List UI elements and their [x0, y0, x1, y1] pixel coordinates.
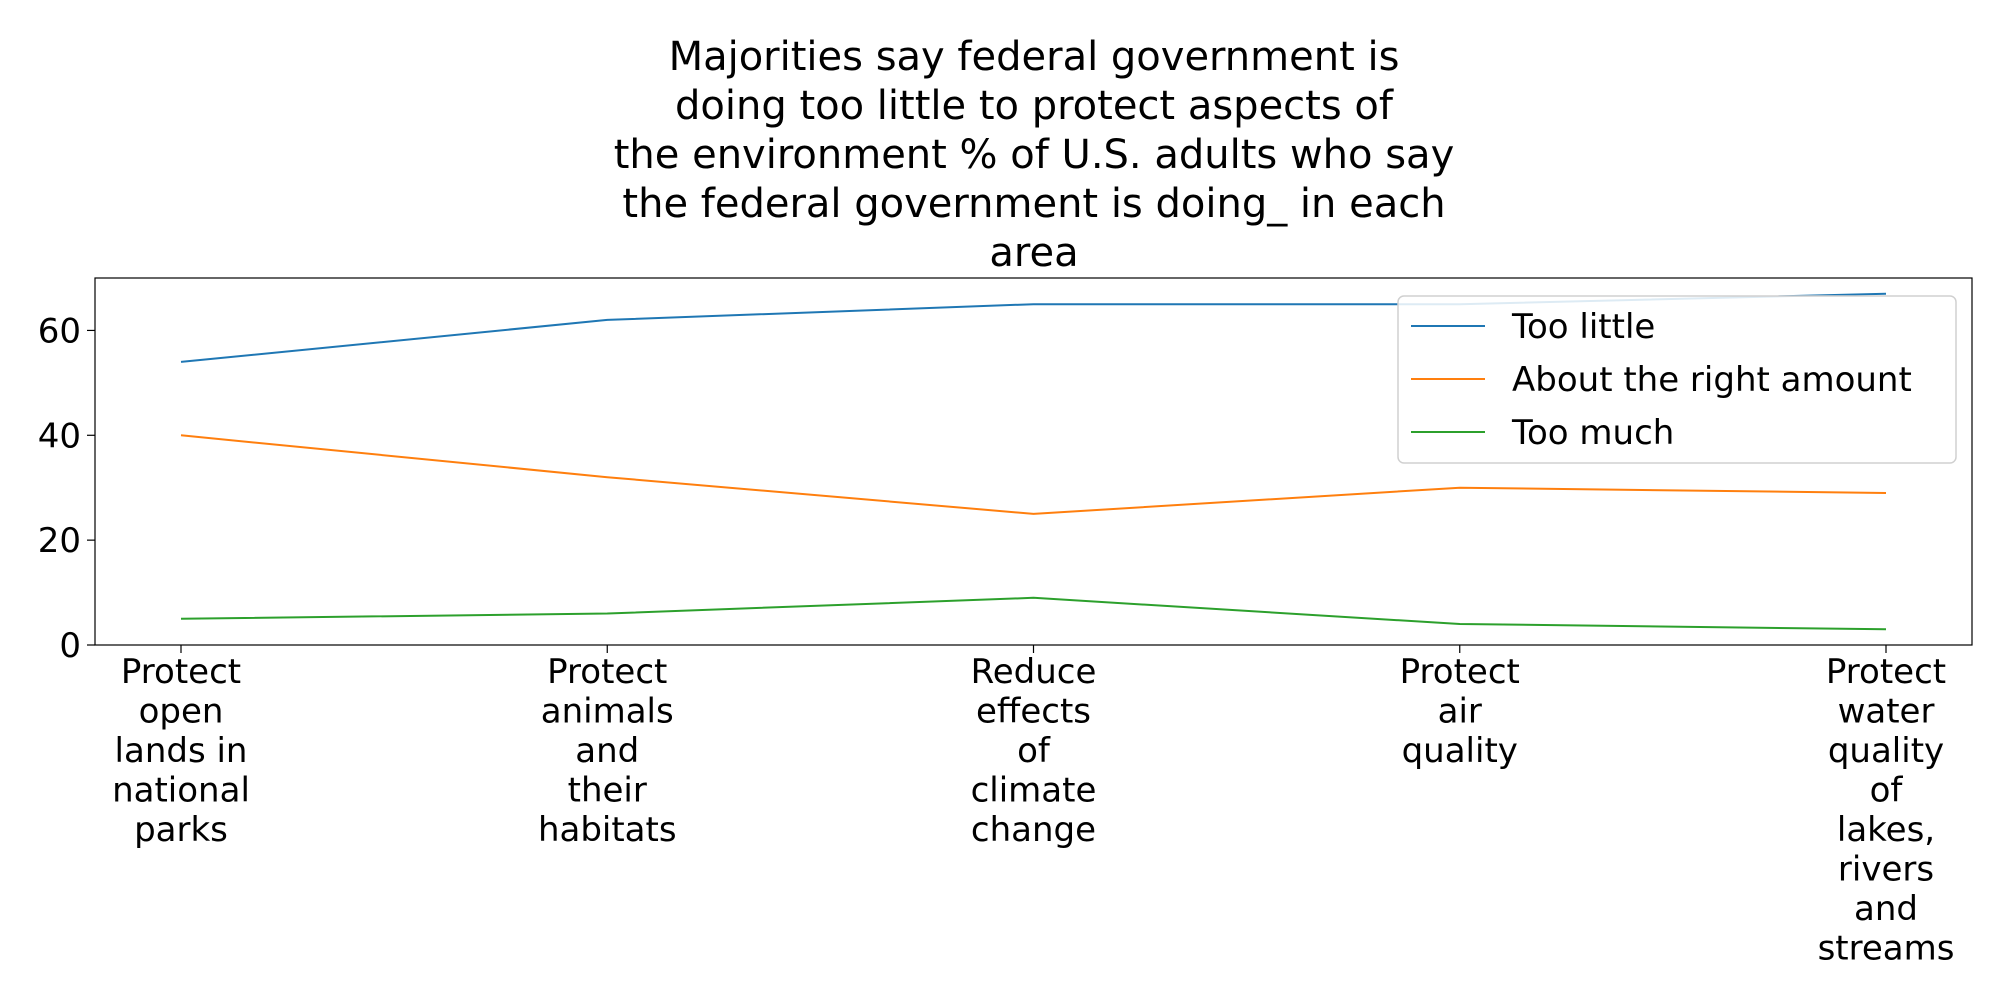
y-tick-label: 60 [38, 311, 81, 351]
chart-title: Majorities say federal government isdoin… [614, 34, 1455, 276]
legend-label: Too little [1511, 307, 1655, 347]
chart-title-line: area [989, 230, 1078, 276]
series-line-2 [180, 434, 1887, 515]
y-tick-label: 40 [38, 416, 81, 456]
legend-box [1397, 295, 1957, 464]
y-tick-label: 0 [59, 626, 81, 666]
chart-title-line: the federal government is doing_ in each [622, 181, 1445, 227]
y-tick-label: 20 [38, 521, 81, 561]
x-tick-label-line: lands in [115, 731, 248, 771]
x-tick-label-line: animals [541, 692, 674, 732]
chart-title-line: Majorities say federal government is [669, 34, 1400, 80]
x-tick-label-line: lakes, [1837, 810, 1935, 850]
x-tick-label-line: Protect [1826, 652, 1946, 692]
x-tick-label: Protectwaterqualityoflakes,riversandstre… [1818, 652, 1955, 969]
x-tick-label-line: national [112, 771, 250, 811]
chart-title-line: doing too little to protect aspects of [675, 83, 1394, 129]
x-tick-label-line: climate [971, 771, 1097, 811]
series-line-3 [180, 596, 1887, 631]
x-tick-label-line: Protect [1400, 652, 1520, 692]
x-tick-label-line: and [1854, 889, 1918, 929]
x-tick-label-line: change [971, 810, 1096, 850]
x-tick-label-line: quality [1828, 731, 1944, 771]
x-tick-label-line: water [1838, 692, 1935, 732]
x-tick-label-line: and [575, 731, 639, 771]
x-tick-label-line: of [1017, 731, 1051, 771]
legend-label: About the right amount [1512, 360, 1912, 400]
x-tick-label-line: rivers [1838, 850, 1934, 890]
x-tick-label-line: of [1870, 771, 1904, 811]
chart-title-line: the environment % of U.S. adults who say [614, 132, 1455, 178]
x-tick-label-line: their [568, 771, 647, 811]
legend-label: Too much [1511, 413, 1674, 453]
x-tick-label-line: air [1438, 692, 1482, 732]
x-tick-label-line: habitats [538, 810, 677, 850]
x-tick-label-line: Reduce [971, 652, 1097, 692]
x-tick-label-line: effects [976, 692, 1091, 732]
x-tick-label-line: streams [1818, 929, 1955, 969]
x-tick-label-line: parks [134, 810, 228, 850]
x-tick-label-line: Protect [121, 652, 241, 692]
legend: Too little About the right amount Too much [1397, 295, 1957, 464]
x-tick-label-line: open [139, 692, 224, 732]
x-tick-label-line: Protect [547, 652, 667, 692]
x-tick-label-line: quality [1402, 731, 1518, 771]
